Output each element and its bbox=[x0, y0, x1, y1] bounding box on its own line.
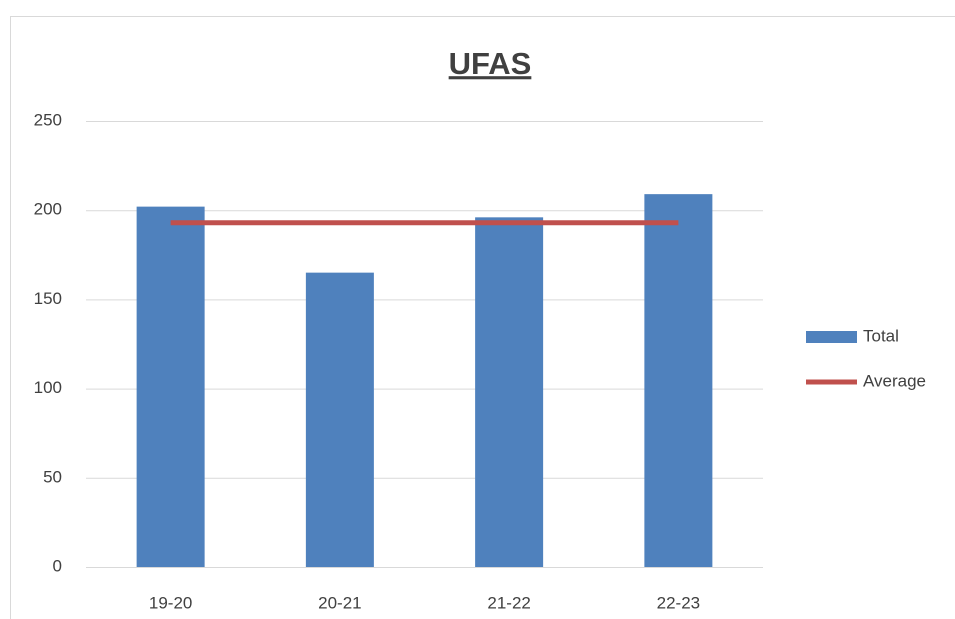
bar bbox=[305, 272, 374, 567]
y-tick-label: 50 bbox=[43, 467, 62, 486]
y-tick-label: 150 bbox=[34, 289, 62, 308]
legend-label: Total bbox=[863, 326, 899, 345]
legend-swatch bbox=[806, 331, 857, 343]
x-tick-label: 20-21 bbox=[318, 593, 361, 612]
bar bbox=[136, 206, 205, 567]
x-tick-label: 22-23 bbox=[657, 593, 700, 612]
chart-title: UFAS bbox=[449, 46, 532, 81]
y-tick-label: 200 bbox=[34, 200, 62, 219]
y-tick-label: 0 bbox=[53, 556, 62, 575]
bar bbox=[475, 217, 544, 567]
legend-label: Average bbox=[863, 371, 926, 390]
y-tick-label: 250 bbox=[34, 110, 62, 129]
x-tick-label: 19-20 bbox=[149, 593, 192, 612]
bar bbox=[644, 194, 713, 568]
x-tick-label: 21-22 bbox=[487, 593, 530, 612]
y-tick-label: 100 bbox=[34, 378, 62, 397]
